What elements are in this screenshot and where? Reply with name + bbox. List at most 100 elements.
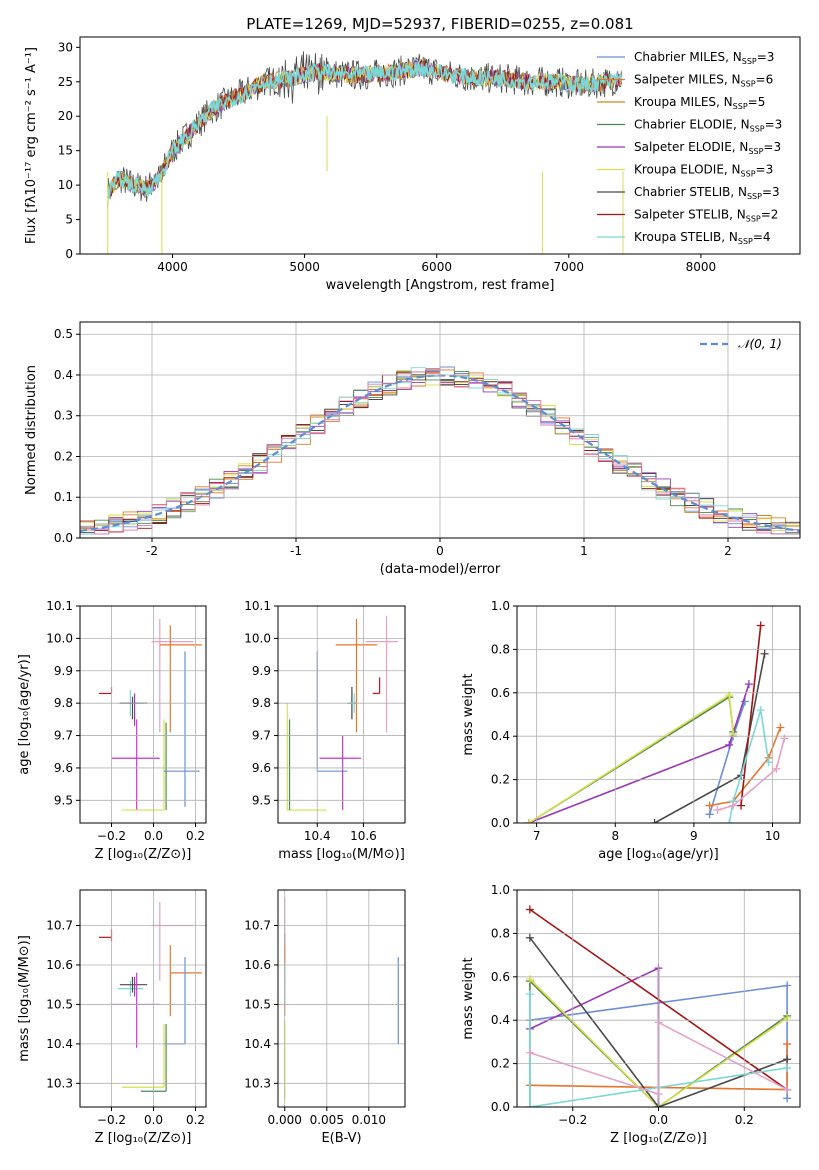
legend-suffix: =3: [757, 50, 775, 64]
x-tick-label: 0.010: [352, 1113, 386, 1127]
y-tick-label: 30: [58, 40, 73, 54]
y-tick-label: 0.1: [54, 490, 73, 504]
x-tick-label: 4000: [157, 260, 188, 274]
y-tick-label: 20: [58, 109, 73, 123]
plot-area: [106, 51, 624, 254]
weight-point-marker: [650, 819, 659, 823]
legend-entry: Chabrier ELODIE, NSSP=3: [634, 118, 782, 134]
x-tick-label: 10.6: [350, 829, 377, 843]
x-tick-label: 0: [436, 544, 444, 558]
y-tick-label: 15: [58, 144, 73, 158]
x-axis-label: E(B-V): [321, 1131, 361, 1146]
weight-point-marker: [525, 905, 534, 914]
weight-series-line: [717, 738, 786, 811]
chart-weight-vs-age: 7 8 9 10 0.0 0.2 0.4 0.6 0.8 1.0 age [log₁₀(age/yr…: [461, 599, 801, 862]
x-tick-label: −0.2: [97, 829, 126, 843]
x-tick-label: 7: [533, 829, 541, 843]
y-tick-label: 0.2: [491, 1057, 510, 1071]
weight-point-marker: [524, 819, 533, 823]
chart-spectrum: 4000 5000 6000 7000 8000 0 5 10 15 20 25 30 waveleng…: [24, 15, 801, 293]
legend-sub: SSP: [741, 80, 756, 89]
weight-point-marker: [705, 810, 714, 819]
legend-entry: Chabrier MILES, NSSP=3: [634, 50, 774, 66]
x-tick-label: 6000: [421, 260, 452, 274]
y-tick-label: 1.0: [491, 599, 510, 613]
x-tick-label: 0.005: [310, 1113, 344, 1127]
y-tick-label: 10.7: [244, 919, 271, 933]
y-tick-label: 9.7: [54, 729, 73, 743]
y-tick-label: 9.9: [54, 664, 73, 678]
y-tick-label: 10.1: [244, 599, 271, 613]
y-axis-label: Normed distribution: [24, 365, 39, 495]
weight-series-line: [708, 701, 746, 815]
weight-point-marker: [725, 819, 734, 823]
y-tick-label: 0.4: [54, 368, 73, 382]
y-tick-label: 10.1: [46, 599, 73, 613]
x-tick-label: −0.2: [558, 1113, 587, 1127]
chart-mass-vs-EBV: 0.000 0.005 0.010 10.3 10.4 10.5 10.6 10.7 E(B-V…: [244, 889, 406, 1146]
legend-entry: Kroupa ELODIE, NSSP=3: [634, 163, 773, 179]
chart-age-vs-Z: −0.2 0.0 0.2 9.5 9.6 9.7 9.8 9.9 10.0 10.1 Z [log₁…: [17, 599, 207, 862]
weight-point-marker: [764, 758, 773, 767]
plot-area: [98, 901, 202, 1092]
x-tick-label: 8: [611, 829, 619, 843]
x-tick-label: −0.2: [97, 1113, 126, 1127]
weight-point-marker: [783, 1040, 792, 1049]
weight-point-marker: [756, 706, 765, 715]
x-tick-label: 8000: [686, 260, 717, 274]
legend-suffix: =3: [763, 140, 781, 154]
y-tick-label: 10: [58, 178, 73, 192]
chart-residuals: -2 -1 0 1 2 0.0 0.1 0.2 0.3 0.4 0.5 (data-model)/er…: [24, 321, 801, 577]
axes-frame: [516, 889, 801, 1108]
x-tick-label: 0.0: [144, 1113, 163, 1127]
legend-entry: Chabrier STELIB, NSSP=3: [634, 185, 780, 201]
x-axis-label: (data-model)/error: [380, 562, 501, 577]
y-tick-label: 10.0: [244, 631, 271, 645]
legend-sub: SSP: [750, 125, 765, 134]
legend-entry: Salpeter ELODIE, NSSP=3: [634, 140, 781, 156]
legend-label: Salpeter ELODIE, N: [634, 140, 748, 154]
legend-entry: Kroupa MILES, NSSP=5: [634, 95, 765, 111]
y-tick-label: 0.8: [491, 642, 510, 656]
weight-point-marker: [525, 1103, 534, 1107]
x-tick-label: 10: [765, 829, 780, 843]
y-tick-label: 0.5: [54, 327, 73, 341]
x-axis-label: Z [log₁₀(Z/Z⊙)]: [95, 847, 192, 862]
y-tick-label: 10.5: [46, 997, 73, 1011]
legend-entry: Salpeter MILES, NSSP=6: [634, 73, 773, 89]
x-tick-label: 0.0: [649, 1113, 668, 1127]
x-axis-label: mass [log₁₀(M/M⊙)]: [278, 847, 405, 862]
axes-frame: [79, 889, 207, 1108]
legend-label: Chabrier MILES, N: [634, 50, 742, 64]
weight-point-marker: [525, 974, 534, 983]
weight-point-marker: [783, 1085, 792, 1094]
y-tick-label: 9.8: [252, 696, 271, 710]
y-tick-label: 9.5: [54, 793, 73, 807]
y-tick-label: 25: [58, 75, 73, 89]
axes-frame: [79, 321, 801, 539]
axes-frame: [79, 605, 207, 824]
y-tick-label: 9.5: [252, 793, 271, 807]
weight-point-marker: [725, 690, 734, 699]
legend-sub: SSP: [747, 192, 762, 201]
y-axis-label: mass weight: [461, 673, 476, 755]
weight-point-marker: [725, 740, 734, 749]
y-tick-label: 0.6: [491, 686, 510, 700]
x-tick-label: 0.000: [268, 1113, 302, 1127]
y-tick-label: 0.6: [491, 970, 510, 984]
weight-point-marker: [783, 981, 792, 990]
weight-point-marker: [783, 1063, 792, 1072]
legend-label: Chabrier STELIB, N: [634, 185, 747, 199]
y-axis-label: Flux [fλ10⁻¹⁷ erg cm⁻² s⁻¹ A⁻¹]: [24, 47, 39, 244]
x-tick-label: 7000: [554, 260, 585, 274]
legend-suffix: =3: [756, 163, 774, 177]
y-tick-label: 0.8: [491, 926, 510, 940]
legend-entry: Salpeter STELIB, NSSP=2: [634, 208, 778, 224]
y-tick-label: 10.4: [46, 1037, 73, 1051]
x-tick-label: 0.2: [186, 1113, 205, 1127]
chart-mass-vs-Z: −0.2 0.0 0.2 10.3 10.4 10.5 10.6 10.7 Z [log₁₀(Z…: [17, 889, 207, 1146]
x-tick-label: 5000: [289, 260, 320, 274]
y-tick-label: 10.5: [244, 997, 271, 1011]
x-tick-label: 1: [580, 544, 588, 558]
